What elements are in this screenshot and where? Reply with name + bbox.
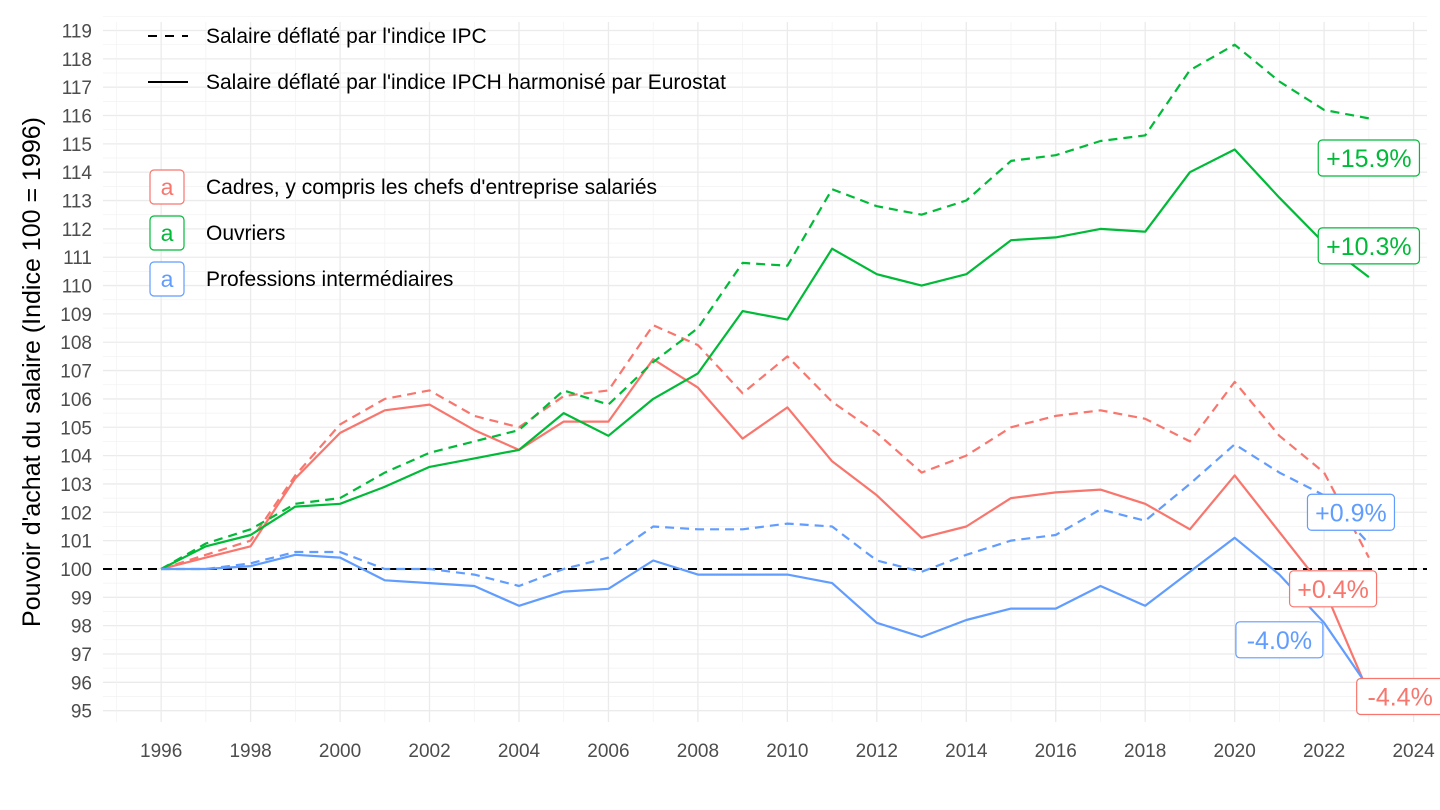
y-tick-label: 107 [60,362,92,383]
y-tick-label: 96 [71,673,92,694]
legend-linetype-label: Salaire déflaté par l'indice IPC [206,25,487,48]
x-tick-label: 2024 [1392,741,1435,762]
x-tick-label: 2000 [319,741,361,762]
end-label-text: -4.0% [1247,627,1312,655]
x-tick-label: 2004 [498,741,541,762]
series-line-5 [161,536,1370,689]
series-line-1 [160,358,1370,695]
end-label-box [1306,493,1396,531]
y-tick-label: 100 [60,560,92,581]
y-tick-label: 106 [60,390,92,411]
legend-linetype: Salaire déflaté par l'indice IPC Salaire … [148,25,726,94]
x-axis-ticks: 1996 1998 2000 2002 2004 2006 2008 2010 2012 2014… [140,741,1435,762]
x-tick-label: 2008 [677,741,719,762]
x-tick-label: 1996 [140,741,182,762]
x-tick-label: 2012 [856,741,898,762]
end-label-text: +15.9% [1326,145,1412,173]
y-tick-label: 102 [60,503,92,524]
y-axis-ticks: 95 96 97 98 99 100 101 102 103 104 105 106 107 108 109… [60,22,92,723]
legend-category-key-glyph: a [161,266,174,292]
legend-category-label: Cadres, y compris les chefs d'entreprise… [206,176,657,199]
series-line-2 [160,43,1370,570]
y-tick-label: 113 [62,192,92,213]
series-line-3 [160,148,1370,570]
y-tick-label: 117 [62,78,92,99]
y-tick-label: 109 [60,305,92,326]
end-label-text: +10.3% [1326,233,1412,261]
y-tick-label: 114 [62,163,93,184]
y-tick-label: 105 [60,418,92,439]
y-tick-label: 119 [62,22,92,43]
y-tick-label: 116 [62,107,92,128]
y-tick-label: 103 [60,475,92,496]
legend-category-key [149,261,185,297]
x-tick-label: 2016 [1035,741,1077,762]
legend-category-key [149,215,185,251]
legend-category-key [149,169,185,205]
y-tick-label: 112 [62,220,92,241]
series-lines [160,43,1370,695]
x-tick-label: 2014 [945,741,988,762]
y-tick-label: 118 [62,50,92,71]
series-line-0 [160,324,1370,571]
y-tick-label: 110 [62,277,92,298]
x-tick-label: 2020 [1214,741,1256,762]
y-tick-label: 99 [71,588,92,609]
y-tick-label: 98 [71,617,92,638]
y-tick-label: 97 [71,645,92,666]
legend-category-key-glyph: a [161,220,174,246]
legend-category-label: Ouvriers [206,222,285,245]
end-label-box [1356,677,1440,716]
end-label-text: +0.9% [1315,499,1387,527]
y-tick-label: 111 [63,248,92,269]
x-tick-label: 2010 [766,741,808,762]
legend-category: a Cadres, y compris les chefs d'entrepris… [149,169,657,297]
series-line-4 [161,443,1370,588]
end-label-box [1317,139,1421,177]
end-label-box [1317,227,1421,265]
legend-category-label: Professions intermédiaires [206,268,453,291]
y-tick-label: 95 [71,702,92,723]
end-labels: +15.9% +10.3% +0.9% +0.4% -4.0% -4.4% [1235,139,1440,716]
x-tick-label: 2022 [1303,741,1345,762]
y-tick-label: 108 [60,333,92,354]
y-tick-label: 101 [60,532,92,553]
end-label-text: -4.4% [1368,683,1433,711]
end-label-box [1288,570,1378,608]
legend-linetype-label: Salaire déflaté par l'indice IPCH harmon… [206,71,726,94]
legend-category-key-glyph: a [161,174,174,200]
x-tick-label: 2006 [587,741,629,762]
y-axis-label: Pouvoir d'achat du salaire (Indice 100 =… [18,117,46,627]
x-tick-label: 2018 [1124,741,1166,762]
gridlines [103,15,1427,722]
x-tick-label: 1998 [229,741,271,762]
x-tick-label: 2002 [408,741,450,762]
end-label-box [1235,621,1324,659]
end-label-text: +0.4% [1297,576,1369,604]
y-tick-label: 104 [60,447,92,468]
y-tick-label: 115 [62,135,92,156]
